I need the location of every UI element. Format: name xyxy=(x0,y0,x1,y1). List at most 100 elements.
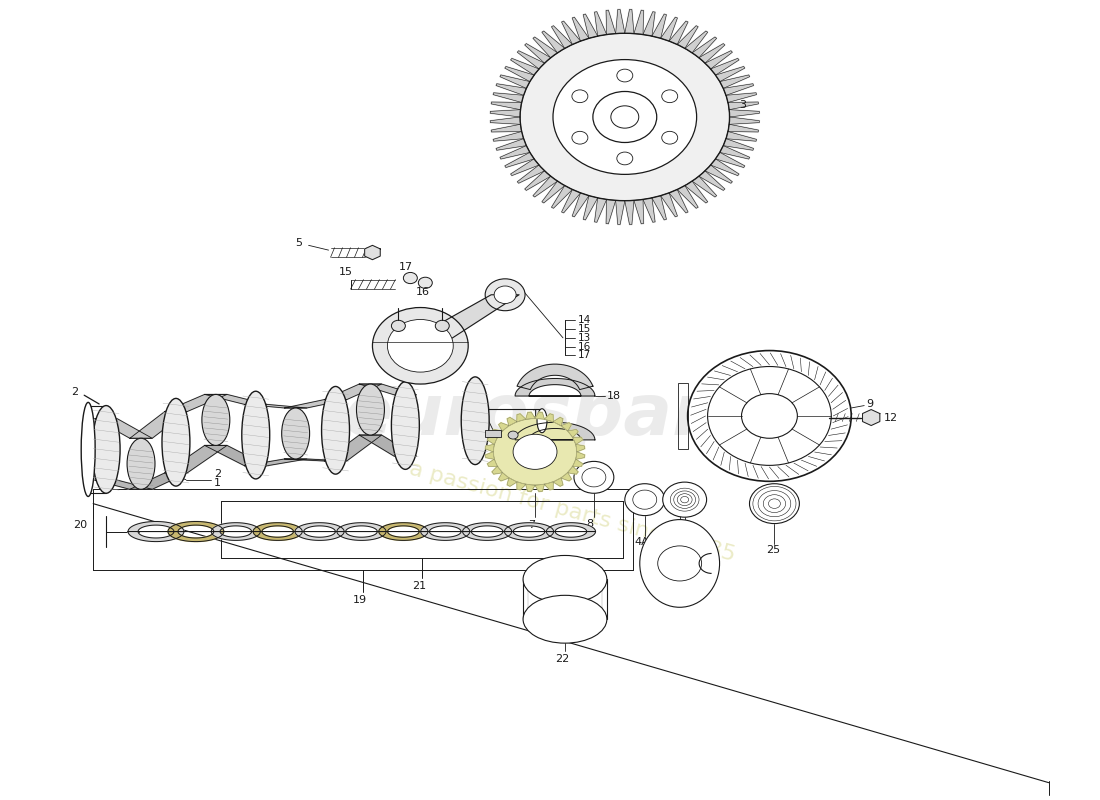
Polygon shape xyxy=(493,93,524,102)
Ellipse shape xyxy=(282,408,309,459)
Circle shape xyxy=(662,482,706,517)
Polygon shape xyxy=(498,473,509,481)
Polygon shape xyxy=(573,459,583,466)
Polygon shape xyxy=(625,10,634,34)
Polygon shape xyxy=(616,10,625,34)
Polygon shape xyxy=(373,249,381,256)
Polygon shape xyxy=(715,66,745,82)
Circle shape xyxy=(553,59,696,174)
Polygon shape xyxy=(728,102,759,110)
Text: 13: 13 xyxy=(578,333,591,343)
Text: 7: 7 xyxy=(528,520,536,530)
Ellipse shape xyxy=(162,398,190,486)
Polygon shape xyxy=(487,459,497,466)
Text: 18: 18 xyxy=(607,391,621,401)
Polygon shape xyxy=(492,430,503,438)
Circle shape xyxy=(436,320,449,331)
Text: 4: 4 xyxy=(680,538,686,549)
Polygon shape xyxy=(505,531,553,540)
Circle shape xyxy=(485,279,525,310)
Circle shape xyxy=(572,90,587,102)
Polygon shape xyxy=(562,21,581,45)
Text: 17: 17 xyxy=(578,350,591,360)
Polygon shape xyxy=(726,93,757,102)
Polygon shape xyxy=(130,473,187,490)
Polygon shape xyxy=(378,522,428,531)
Polygon shape xyxy=(463,522,512,531)
Circle shape xyxy=(513,434,557,470)
Ellipse shape xyxy=(321,386,350,474)
Polygon shape xyxy=(492,102,521,110)
Ellipse shape xyxy=(356,384,384,435)
Polygon shape xyxy=(616,200,625,225)
Ellipse shape xyxy=(461,377,490,465)
Polygon shape xyxy=(572,17,588,41)
Polygon shape xyxy=(568,430,579,438)
Ellipse shape xyxy=(202,394,230,446)
Circle shape xyxy=(617,69,632,82)
Polygon shape xyxy=(525,170,551,190)
Text: 25: 25 xyxy=(767,545,781,555)
Polygon shape xyxy=(365,253,373,260)
Polygon shape xyxy=(400,294,519,346)
Text: a passion for parts since 1985: a passion for parts since 1985 xyxy=(407,458,737,565)
Polygon shape xyxy=(253,522,302,531)
Polygon shape xyxy=(253,531,302,540)
Polygon shape xyxy=(715,152,745,167)
Polygon shape xyxy=(505,522,553,531)
Polygon shape xyxy=(510,58,539,75)
Polygon shape xyxy=(324,384,382,400)
Polygon shape xyxy=(485,452,494,459)
Circle shape xyxy=(418,278,432,288)
Ellipse shape xyxy=(524,595,607,643)
Polygon shape xyxy=(544,482,553,490)
Polygon shape xyxy=(561,422,572,431)
Polygon shape xyxy=(705,165,733,183)
Text: 6: 6 xyxy=(469,399,475,409)
Polygon shape xyxy=(661,17,678,41)
Polygon shape xyxy=(491,117,520,124)
Polygon shape xyxy=(568,466,579,474)
Text: 11: 11 xyxy=(532,410,546,419)
Circle shape xyxy=(617,152,632,165)
Circle shape xyxy=(574,462,614,494)
Polygon shape xyxy=(723,138,754,150)
Ellipse shape xyxy=(640,519,719,607)
Polygon shape xyxy=(517,364,593,390)
Circle shape xyxy=(392,320,406,331)
Polygon shape xyxy=(576,452,585,459)
Polygon shape xyxy=(168,522,223,531)
Text: 2: 2 xyxy=(213,469,221,479)
Text: 3: 3 xyxy=(739,100,747,110)
Text: 1: 1 xyxy=(213,478,221,488)
Circle shape xyxy=(662,131,678,144)
Circle shape xyxy=(493,418,576,486)
Polygon shape xyxy=(373,246,381,253)
Polygon shape xyxy=(576,444,585,452)
Circle shape xyxy=(520,34,729,201)
Polygon shape xyxy=(862,410,880,426)
Polygon shape xyxy=(510,159,539,176)
Polygon shape xyxy=(526,485,535,491)
Polygon shape xyxy=(652,14,667,38)
Polygon shape xyxy=(500,75,530,88)
Text: 14: 14 xyxy=(578,315,591,326)
Text: 17: 17 xyxy=(398,262,412,272)
Polygon shape xyxy=(606,199,616,224)
Circle shape xyxy=(373,307,469,384)
Polygon shape xyxy=(492,466,503,474)
Ellipse shape xyxy=(128,438,155,490)
Polygon shape xyxy=(165,394,227,411)
Circle shape xyxy=(404,273,417,284)
Polygon shape xyxy=(535,485,544,491)
Circle shape xyxy=(494,286,516,303)
Polygon shape xyxy=(517,50,544,69)
Polygon shape xyxy=(719,75,750,88)
Circle shape xyxy=(387,319,453,372)
Ellipse shape xyxy=(81,402,96,497)
Polygon shape xyxy=(535,412,544,419)
Text: 5: 5 xyxy=(296,238,303,248)
Polygon shape xyxy=(728,124,759,132)
Circle shape xyxy=(662,90,678,102)
Polygon shape xyxy=(561,473,572,481)
